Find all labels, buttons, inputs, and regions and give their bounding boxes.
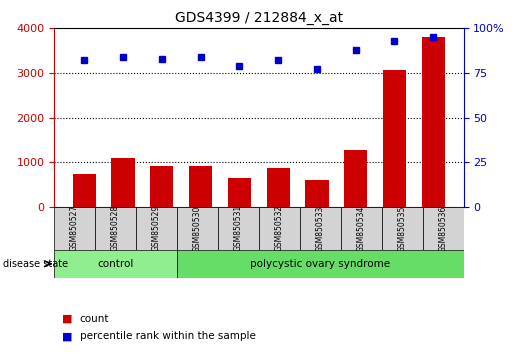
Bar [177,250,464,278]
Text: GSM850527: GSM850527 [70,205,79,251]
Bar [136,207,177,250]
Bar [305,180,329,207]
Text: ■: ■ [62,331,72,341]
Text: ■: ■ [62,314,72,324]
Bar [218,207,259,250]
Text: disease state: disease state [3,259,67,269]
Bar [300,207,341,250]
Text: GSM850529: GSM850529 [152,205,161,251]
Bar [228,178,251,207]
Text: GSM850533: GSM850533 [316,205,324,252]
Text: GSM850536: GSM850536 [439,205,448,252]
Bar [111,158,135,207]
Bar [422,37,445,207]
Text: GSM850534: GSM850534 [357,205,366,252]
Text: GSM850531: GSM850531 [234,205,243,251]
Text: count: count [80,314,109,324]
Text: polycystic ovary syndrome: polycystic ovary syndrome [250,259,390,269]
Bar [54,250,177,278]
Text: GSM850535: GSM850535 [398,205,406,252]
Text: control: control [97,259,134,269]
Title: GDS4399 / 212884_x_at: GDS4399 / 212884_x_at [175,11,343,24]
Bar [259,207,300,250]
Bar [150,166,174,207]
Text: GSM850530: GSM850530 [193,205,202,252]
Bar [73,175,96,207]
Bar [341,207,382,250]
Bar [95,207,136,250]
Bar [189,166,212,207]
Bar [383,70,406,207]
Text: percentile rank within the sample: percentile rank within the sample [80,331,256,341]
Bar [54,207,95,250]
Text: GSM850532: GSM850532 [275,205,284,251]
Bar [382,207,422,250]
Bar [177,207,218,250]
Bar [267,168,290,207]
Text: GSM850528: GSM850528 [111,205,120,251]
Bar [344,150,367,207]
Bar [422,207,464,250]
